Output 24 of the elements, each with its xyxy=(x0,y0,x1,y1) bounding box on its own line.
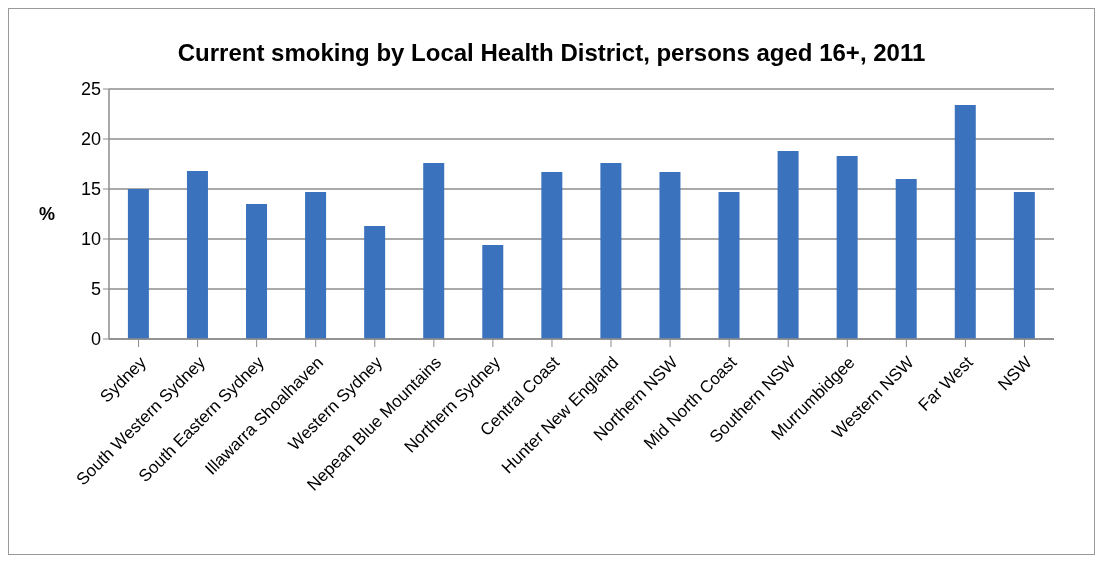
bar xyxy=(836,156,858,339)
y-tick-label: 0 xyxy=(90,329,101,350)
bar xyxy=(423,163,445,339)
bar xyxy=(127,189,149,339)
bar xyxy=(718,192,740,339)
bar xyxy=(246,204,268,339)
bar xyxy=(305,192,327,339)
bar xyxy=(186,171,208,339)
y-tick-label: 10 xyxy=(80,229,101,250)
y-axis-title: % xyxy=(39,204,56,225)
y-tick-label: 15 xyxy=(80,179,101,200)
bar xyxy=(895,179,917,339)
chart-title: Current smoking by Local Health District, persons aged 16+, 2011 xyxy=(176,39,927,67)
bar xyxy=(659,172,681,339)
y-tick-label: 5 xyxy=(90,279,101,300)
y-tick-label: 20 xyxy=(80,129,101,150)
bar xyxy=(364,226,386,339)
bar xyxy=(482,245,504,339)
bar xyxy=(600,163,622,339)
y-tick-label: 25 xyxy=(80,79,101,100)
bar xyxy=(1013,192,1035,339)
bar xyxy=(541,172,563,339)
bar xyxy=(954,105,976,339)
bar xyxy=(777,151,799,339)
